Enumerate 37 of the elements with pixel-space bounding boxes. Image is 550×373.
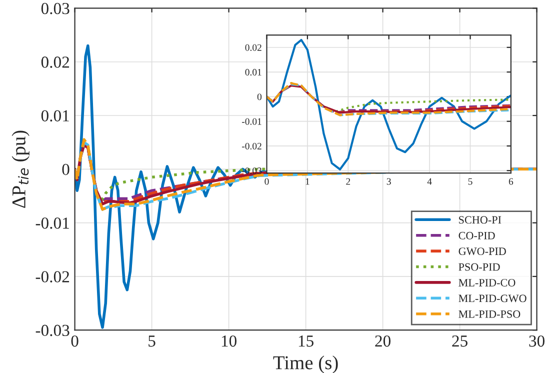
legend-label: SCHO-PI: [459, 216, 502, 224]
x-tick-label: 5: [468, 178, 472, 185]
x-tick-label: 6: [508, 178, 514, 185]
x-tick-label: 2: [346, 178, 350, 185]
x-tick-label: 10: [222, 335, 236, 347]
x-tick-label: 1: [306, 178, 310, 185]
y-tick-label: 0: [257, 94, 262, 100]
x-tick-label: 0: [264, 178, 269, 185]
legend-label: PSO-PID: [458, 263, 500, 271]
x-tick-label: 0: [71, 335, 78, 347]
y-tick-label: 0.02: [41, 56, 70, 68]
y-tick-label: -0.02: [242, 142, 262, 150]
x-tick-label: 30: [529, 335, 544, 347]
legend-label: GWO-PID: [458, 248, 506, 256]
y-tick-label: -0.01: [242, 118, 262, 125]
y-tick-label: -0.03: [36, 324, 70, 336]
x-tick-label: 4: [427, 178, 432, 185]
legend-label: ML-PID-GWO: [458, 294, 526, 302]
line-series: [266, 38, 511, 170]
y-tick-label: -0.03: [242, 168, 262, 174]
x-tick-label: 5: [148, 336, 156, 347]
y-tick-label: 0.01: [245, 68, 262, 76]
y-tick-label: 0: [62, 164, 70, 176]
y-tick-label: 0.01: [41, 110, 69, 122]
y-tick-label: 0.02: [245, 44, 262, 51]
legend-label: ML-PID-CO: [458, 278, 516, 286]
x-tick-label: 3: [386, 178, 391, 185]
legend-label: CO-PID: [458, 232, 495, 240]
x-tick-label: 20: [375, 335, 390, 347]
legend-label: ML-PID-PSO: [458, 310, 520, 318]
x-tick-label: 25: [452, 335, 468, 347]
y-tick-label: -0.02: [36, 271, 70, 282]
y-axis-title: ΔP$_{tie}$ (pu): [12, 130, 30, 208]
y-tick-label: 0.03: [41, 2, 70, 14]
x-tick-label: 15: [298, 336, 314, 347]
x-axis-title: Time (s): [273, 356, 338, 373]
y-tick-label: -0.01: [36, 218, 69, 229]
